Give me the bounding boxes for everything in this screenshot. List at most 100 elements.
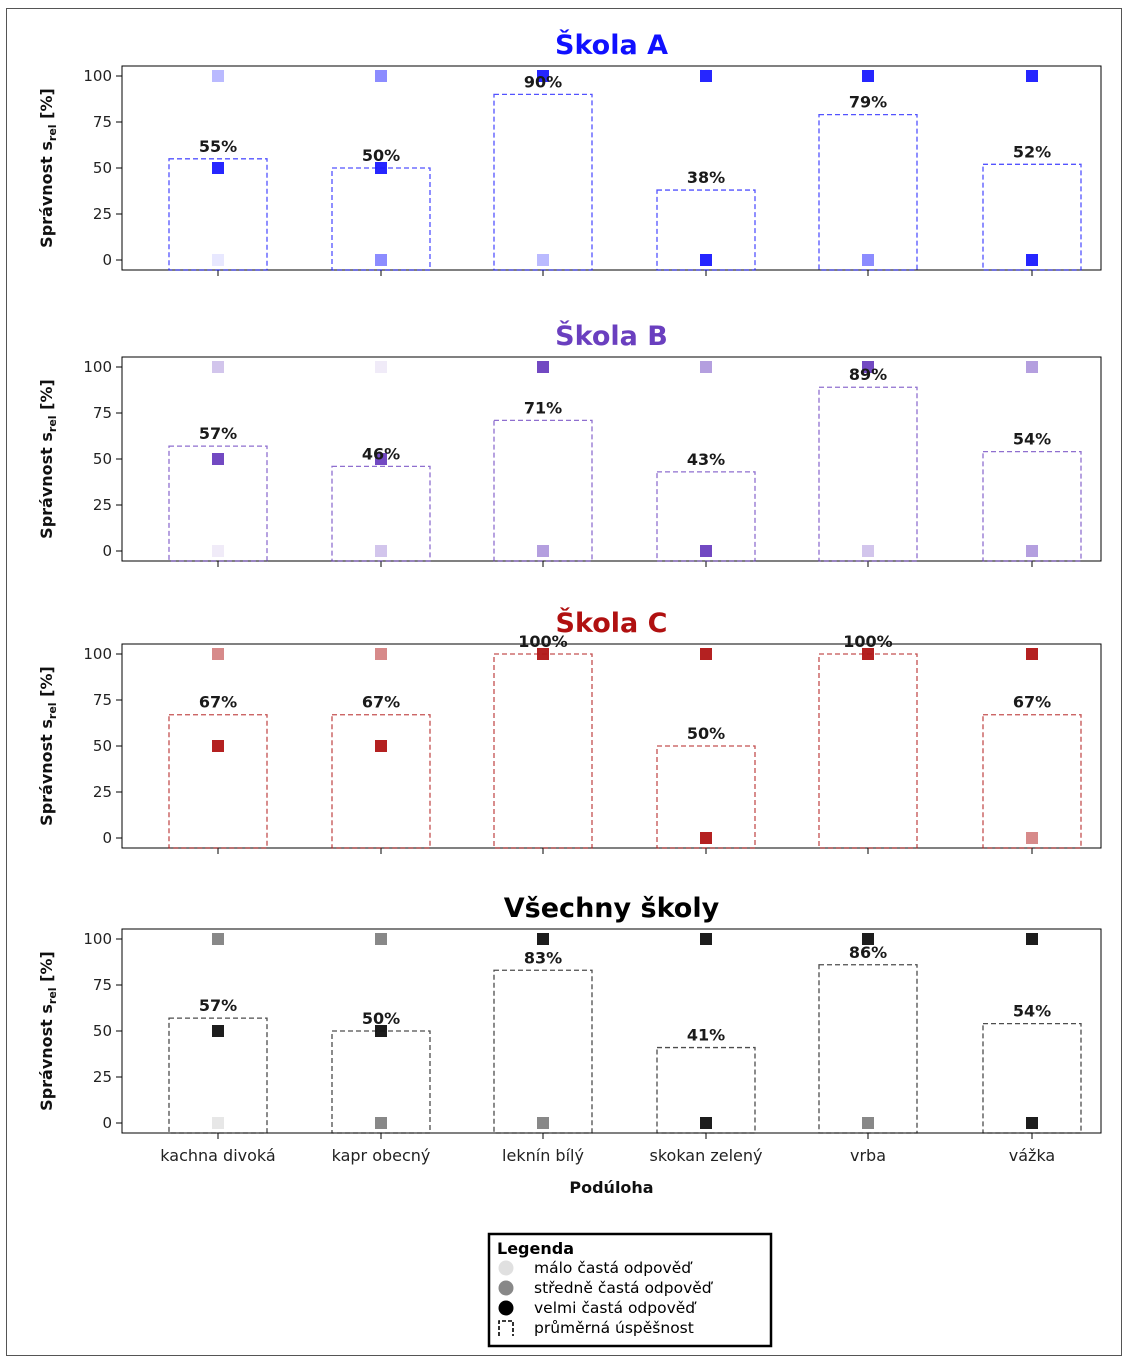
answer-marker xyxy=(862,1117,874,1129)
value-label: 67% xyxy=(199,693,237,712)
y-tick-label: 25 xyxy=(93,1068,112,1086)
answer-marker xyxy=(537,545,549,557)
average-bar xyxy=(982,163,1082,271)
answer-marker xyxy=(212,648,224,660)
answer-marker xyxy=(700,832,712,844)
answer-marker xyxy=(375,933,387,945)
answer-marker xyxy=(537,1117,549,1129)
chart-panel-3: Škola C 0 25 50 75 100 Správnost srel [%] 67% 67… xyxy=(37,607,1102,854)
chart-panel-1: Škola A 0 25 50 75 100 Správnost srel [%] 55% 50… xyxy=(37,29,1102,276)
answer-marker xyxy=(375,740,387,752)
legend-marker xyxy=(498,1260,514,1276)
average-bar xyxy=(493,653,593,849)
y-tick-label: 0 xyxy=(102,829,112,847)
answer-marker xyxy=(1026,70,1038,82)
y-tick-label: 75 xyxy=(93,976,112,994)
average-bar xyxy=(818,113,918,271)
answer-marker xyxy=(700,1117,712,1129)
answer-marker xyxy=(862,545,874,557)
dashed-bar-icon xyxy=(498,1320,514,1336)
answer-marker xyxy=(537,361,549,373)
value-label: 83% xyxy=(524,948,562,967)
value-label: 41% xyxy=(687,1026,725,1045)
value-label: 54% xyxy=(1013,430,1051,449)
y-axis-label-unit: [%] xyxy=(37,666,56,702)
answer-marker xyxy=(862,933,874,945)
y-tick-label: 100 xyxy=(83,358,112,376)
average-bar xyxy=(982,450,1082,562)
answer-marker xyxy=(1026,648,1038,660)
value-label: 90% xyxy=(524,72,562,91)
value-label: 50% xyxy=(362,1009,400,1028)
answer-marker xyxy=(212,361,224,373)
answer-marker xyxy=(1026,545,1038,557)
answer-marker xyxy=(212,740,224,752)
y-axis-label: Správnost srel [%] xyxy=(37,666,59,826)
average-bar xyxy=(818,653,918,849)
plot-area xyxy=(121,928,1102,1134)
answer-marker xyxy=(537,648,549,660)
y-tick-label: 0 xyxy=(102,542,112,560)
answer-marker xyxy=(537,933,549,945)
answer-marker xyxy=(700,933,712,945)
x-axis-label: Podúloha xyxy=(569,1178,653,1197)
plot-area xyxy=(121,65,1102,271)
value-label: 43% xyxy=(687,450,725,469)
category-label: leknín bílý xyxy=(502,1146,584,1165)
answer-marker xyxy=(537,254,549,266)
average-bar xyxy=(656,1046,756,1134)
legend-marker xyxy=(498,1280,514,1296)
answer-marker xyxy=(862,648,874,660)
average-bar xyxy=(982,1022,1082,1134)
value-label: 100% xyxy=(518,632,567,651)
value-label: 67% xyxy=(362,693,400,712)
answer-marker xyxy=(212,453,224,465)
average-bar xyxy=(168,158,268,271)
y-axis-label-subscript: rel xyxy=(46,702,59,719)
answer-marker xyxy=(375,1117,387,1129)
legend-item-label: průměrná úspěšnost xyxy=(534,1319,694,1337)
value-label: 67% xyxy=(1013,693,1051,712)
panel-title: Škola C xyxy=(556,607,668,639)
value-label: 100% xyxy=(843,632,892,651)
value-label: 54% xyxy=(1013,1002,1051,1021)
y-axis-label-unit: [%] xyxy=(37,88,56,124)
answer-marker xyxy=(212,162,224,174)
y-tick-label: 100 xyxy=(83,645,112,663)
legend-item-label: velmi častá odpověď xyxy=(534,1299,697,1317)
average-bar xyxy=(656,189,756,271)
average-bar xyxy=(493,969,593,1134)
value-label: 86% xyxy=(849,943,887,962)
value-label: 50% xyxy=(362,146,400,165)
panel-title: Škola A xyxy=(555,29,668,61)
average-bar xyxy=(656,471,756,562)
answer-marker xyxy=(375,648,387,660)
average-bar xyxy=(331,465,431,562)
y-tick-label: 0 xyxy=(102,251,112,269)
answer-marker xyxy=(375,162,387,174)
answer-marker xyxy=(212,1117,224,1129)
value-label: 55% xyxy=(199,137,237,156)
y-tick-label: 25 xyxy=(93,783,112,801)
average-bar xyxy=(982,714,1082,849)
category-label: vážka xyxy=(1009,1146,1055,1165)
y-tick-label: 0 xyxy=(102,1114,112,1132)
value-label: 57% xyxy=(199,996,237,1015)
answer-marker xyxy=(1026,1117,1038,1129)
value-label: 46% xyxy=(362,444,400,463)
answer-marker xyxy=(700,648,712,660)
y-axis-label-subscript: rel xyxy=(46,124,59,141)
average-bar xyxy=(168,714,268,849)
answer-marker xyxy=(1026,254,1038,266)
value-label: 79% xyxy=(849,93,887,112)
answer-marker xyxy=(862,361,874,373)
answer-marker xyxy=(700,70,712,82)
y-axis-label-unit: [%] xyxy=(37,379,56,415)
legend-item-label: málo častá odpověď xyxy=(534,1259,693,1277)
y-tick-label: 100 xyxy=(83,67,112,85)
answer-marker xyxy=(375,453,387,465)
answer-marker xyxy=(700,254,712,266)
y-tick-label: 75 xyxy=(93,404,112,422)
figure-frame xyxy=(6,8,1122,1356)
